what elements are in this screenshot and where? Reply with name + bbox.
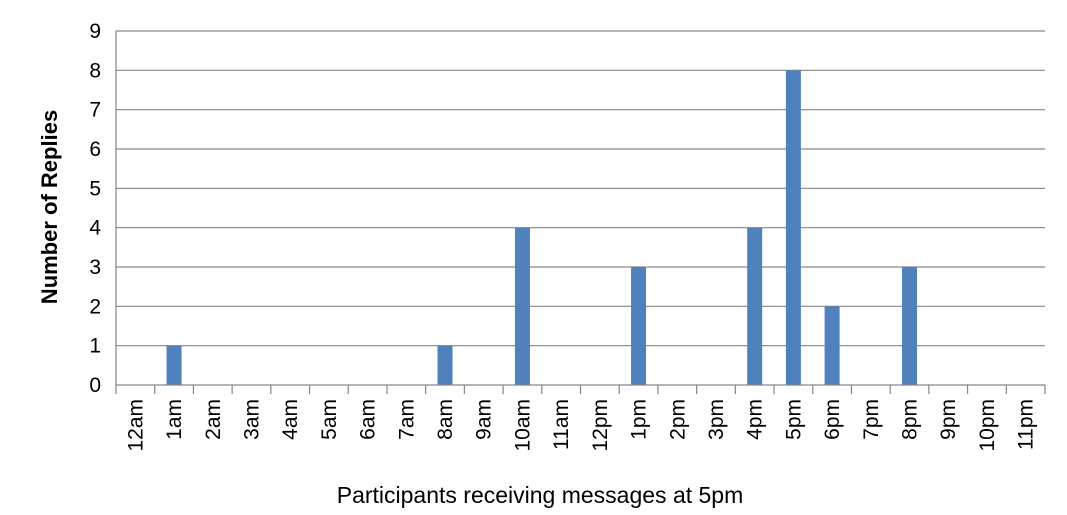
bars xyxy=(166,70,918,385)
y-tick-label: 8 xyxy=(89,59,101,82)
x-tick-label: 10am xyxy=(511,399,534,452)
x-tick-label: 7pm xyxy=(860,399,883,440)
x-tick-label: 10pm xyxy=(976,399,999,452)
y-tick-label: 4 xyxy=(89,217,101,240)
y-tick-label: 2 xyxy=(89,295,101,318)
x-tick-label: 5am xyxy=(318,399,341,440)
x-tick-label: 3am xyxy=(240,399,263,440)
x-tick-label: 1pm xyxy=(628,399,651,440)
x-axis-title: Participants receiving messages at 5pm xyxy=(337,482,744,508)
x-tick-label: 1am xyxy=(163,399,186,440)
y-tick-label: 6 xyxy=(89,138,101,161)
x-tick-label: 4pm xyxy=(744,399,767,440)
x-tick-label: 4am xyxy=(279,399,302,440)
bar xyxy=(166,345,182,385)
bar xyxy=(902,267,918,385)
x-tick-label: 3pm xyxy=(705,399,728,440)
x-tick-label: 2am xyxy=(202,399,225,440)
y-tick-label: 3 xyxy=(89,256,101,279)
x-tick-label: 11pm xyxy=(1015,399,1038,450)
gridlines xyxy=(116,30,1045,347)
y-tick-label: 7 xyxy=(89,99,101,122)
x-tick-label: 8pm xyxy=(899,399,922,440)
x-tick-labels: 12am 1am 2am 3am 4am 5am 6am 7am 8am 9am 10am 11am 1… xyxy=(124,399,1037,452)
bar xyxy=(437,345,453,385)
x-tick-label: 12pm xyxy=(589,399,612,452)
y-tick-label: 5 xyxy=(89,177,101,200)
bar xyxy=(785,70,801,385)
x-tick-label: 6pm xyxy=(821,399,844,440)
axes xyxy=(115,31,1046,394)
x-tick-label: 12am xyxy=(124,399,147,452)
y-tick-label: 0 xyxy=(89,374,101,397)
y-axis-title: Number of Replies xyxy=(37,110,62,304)
bar xyxy=(747,227,763,385)
x-tick-label: 7am xyxy=(395,399,418,440)
y-tick-label: 1 xyxy=(89,335,101,358)
bar xyxy=(631,267,647,385)
y-tick-label: 9 xyxy=(89,20,101,43)
bar xyxy=(514,227,530,385)
y-tick-labels: 0 1 2 3 4 5 6 7 8 9 xyxy=(89,20,101,397)
x-tick-label: 2pm xyxy=(666,399,689,440)
bar xyxy=(824,306,840,385)
x-tick-label: 6am xyxy=(357,399,380,440)
x-tick-label: 9am xyxy=(473,399,496,440)
x-tick-label: 9pm xyxy=(937,399,960,440)
x-tick-label: 11am xyxy=(550,399,573,450)
x-tick-label: 8am xyxy=(434,399,457,440)
x-tick-label: 5pm xyxy=(782,399,805,440)
